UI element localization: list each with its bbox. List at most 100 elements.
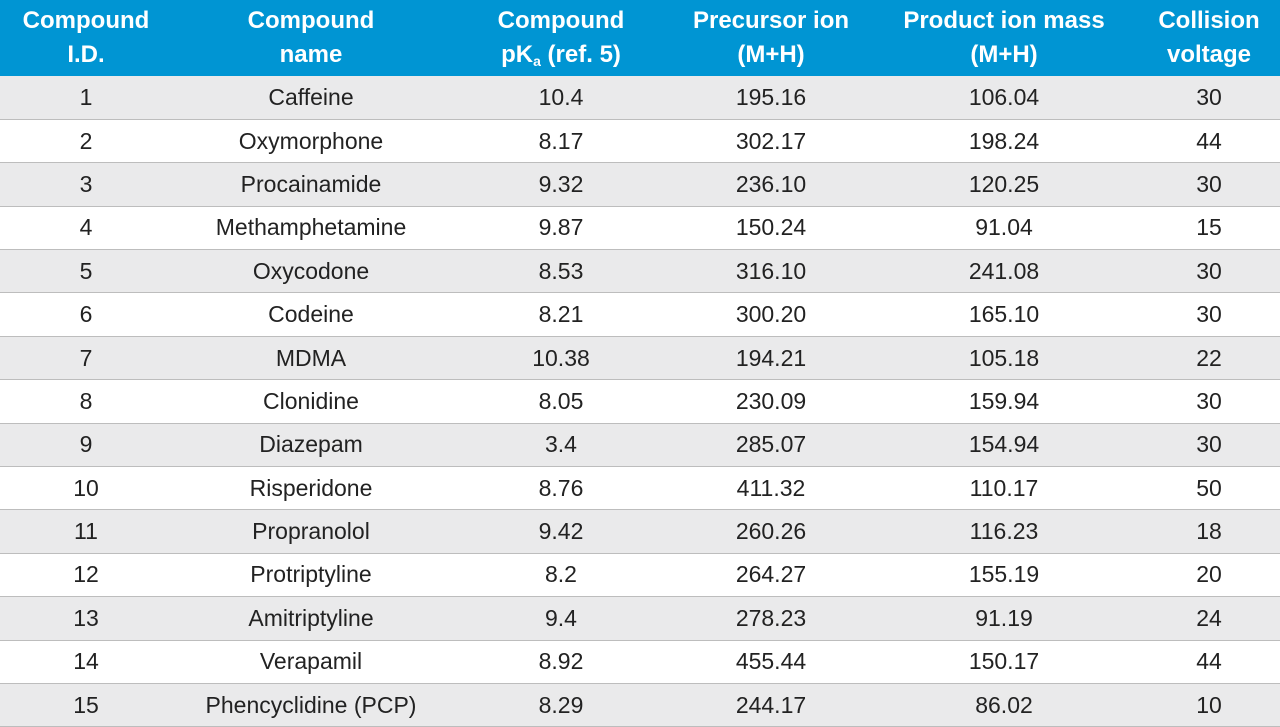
header-pka-line: pKa (ref. 5) [450,38,672,72]
header-compound-pka: Compound pKa (ref. 5) [450,0,672,76]
cell-compound-name: Procainamide [172,162,450,207]
table-row: 6 Codeine 8.21 300.20 165.10 30 [0,292,1280,337]
cell-compound-id: 11 [0,509,172,554]
header-text: voltage [1166,41,1252,68]
cell-pka: 10.38 [450,336,672,381]
header-product-ion-mass: Product ion mass (M+H) [870,0,1138,76]
header-text: (ref. 5) [540,41,621,68]
table-row: 8 Clonidine 8.05 230.09 159.94 30 [0,379,1280,424]
table-row: 10 Risperidone 8.76 411.32 110.17 50 [0,466,1280,511]
cell-pka: 8.29 [450,683,672,727]
header-compound-id: Compound I.D. [0,0,172,76]
cell-collision-voltage: 20 [1138,553,1280,598]
table-row: 2 Oxymorphone 8.17 302.17 198.24 44 [0,119,1280,164]
header-text: I.D. [67,41,105,68]
table-row: 12 Protriptyline 8.2 264.27 155.19 20 [0,553,1280,598]
cell-collision-voltage: 24 [1138,596,1280,641]
cell-precursor-ion: 195.16 [672,76,870,120]
cell-precursor-ion: 194.21 [672,336,870,381]
cell-compound-name: Protriptyline [172,553,450,598]
header-collision-voltage: Collision voltage [1138,0,1280,76]
cell-compound-id: 1 [0,76,172,120]
cell-pka: 10.4 [450,76,672,120]
cell-product-ion-mass: 110.17 [870,466,1138,511]
header-text: (M+H) [737,41,805,68]
cell-product-ion-mass: 106.04 [870,76,1138,120]
table-row: 13 Amitriptyline 9.4 278.23 91.19 24 [0,596,1280,641]
cell-compound-id: 15 [0,683,172,727]
table-row: 7 MDMA 10.38 194.21 105.18 22 [0,336,1280,381]
cell-compound-name: Propranolol [172,509,450,554]
cell-product-ion-mass: 241.08 [870,249,1138,294]
header-text: Collision [1158,7,1260,34]
cell-compound-name: Risperidone [172,466,450,511]
cell-precursor-ion: 455.44 [672,640,870,684]
cell-precursor-ion: 278.23 [672,596,870,641]
cell-pka: 8.17 [450,119,672,164]
header-text: Compound [497,7,625,34]
cell-product-ion-mass: 165.10 [870,292,1138,337]
cell-compound-name: Oxymorphone [172,119,450,164]
cell-product-ion-mass: 155.19 [870,553,1138,598]
cell-pka: 9.32 [450,162,672,207]
cell-product-ion-mass: 86.02 [870,683,1138,727]
header-text: pK [501,41,534,68]
cell-compound-id: 3 [0,162,172,207]
cell-collision-voltage: 30 [1138,76,1280,120]
cell-pka: 8.21 [450,292,672,337]
cell-product-ion-mass: 120.25 [870,162,1138,207]
cell-collision-voltage: 15 [1138,206,1280,251]
cell-compound-name: Diazepam [172,423,450,468]
table-row: 15 Phencyclidine (PCP) 8.29 244.17 86.02… [0,683,1280,727]
cell-compound-name: Codeine [172,292,450,337]
header-row: Compound I.D. Compound name Compound pKa… [0,0,1280,76]
cell-collision-voltage: 22 [1138,336,1280,381]
cell-pka: 8.53 [450,249,672,294]
cell-collision-voltage: 10 [1138,683,1280,727]
cell-compound-name: Phencyclidine (PCP) [172,683,450,727]
cell-precursor-ion: 150.24 [672,206,870,251]
header-text: Product ion mass [903,7,1105,34]
cell-precursor-ion: 300.20 [672,292,870,337]
cell-product-ion-mass: 105.18 [870,336,1138,381]
table-row: 5 Oxycodone 8.53 316.10 241.08 30 [0,249,1280,294]
cell-collision-voltage: 44 [1138,119,1280,164]
cell-compound-id: 9 [0,423,172,468]
cell-compound-id: 6 [0,292,172,337]
header-text: Compound [22,7,150,34]
cell-product-ion-mass: 154.94 [870,423,1138,468]
cell-pka: 9.87 [450,206,672,251]
cell-precursor-ion: 230.09 [672,379,870,424]
cell-product-ion-mass: 91.19 [870,596,1138,641]
cell-precursor-ion: 244.17 [672,683,870,727]
cell-compound-id: 5 [0,249,172,294]
cell-precursor-ion: 260.26 [672,509,870,554]
cell-compound-name: Caffeine [172,76,450,120]
table-body: 1 Caffeine 10.4 195.16 106.04 30 2 Oxymo… [0,76,1280,727]
cell-collision-voltage: 30 [1138,379,1280,424]
cell-collision-voltage: 30 [1138,249,1280,294]
cell-compound-id: 12 [0,553,172,598]
cell-collision-voltage: 30 [1138,423,1280,468]
cell-compound-id: 13 [0,596,172,641]
table-row: 11 Propranolol 9.42 260.26 116.23 18 [0,509,1280,554]
cell-compound-id: 4 [0,206,172,251]
cell-pka: 3.4 [450,423,672,468]
cell-collision-voltage: 44 [1138,640,1280,684]
table-header: Compound I.D. Compound name Compound pKa… [0,0,1280,76]
cell-pka: 8.05 [450,379,672,424]
table-row: 1 Caffeine 10.4 195.16 106.04 30 [0,76,1280,120]
table-row: 14 Verapamil 8.92 455.44 150.17 44 [0,640,1280,684]
header-text: Compound [247,7,375,34]
cell-product-ion-mass: 159.94 [870,379,1138,424]
table-row: 3 Procainamide 9.32 236.10 120.25 30 [0,162,1280,207]
cell-product-ion-mass: 150.17 [870,640,1138,684]
cell-compound-name: MDMA [172,336,450,381]
cell-compound-name: Methamphetamine [172,206,450,251]
cell-pka: 8.92 [450,640,672,684]
cell-pka: 8.2 [450,553,672,598]
cell-compound-id: 14 [0,640,172,684]
cell-product-ion-mass: 198.24 [870,119,1138,164]
cell-compound-name: Verapamil [172,640,450,684]
cell-collision-voltage: 30 [1138,292,1280,337]
